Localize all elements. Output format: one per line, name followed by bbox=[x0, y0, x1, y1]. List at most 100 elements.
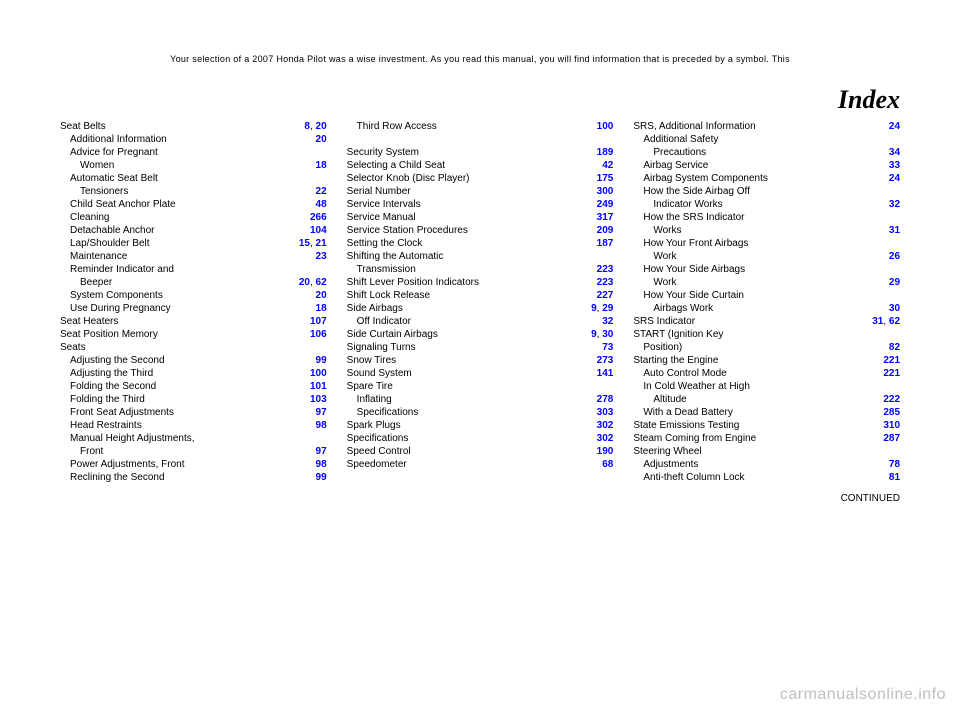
page-link[interactable]: 189 bbox=[597, 147, 614, 158]
page-link[interactable]: 223 bbox=[597, 264, 614, 275]
page-link[interactable]: 101 bbox=[310, 381, 327, 392]
page-link[interactable]: 23 bbox=[316, 251, 327, 262]
page-link[interactable]: 30 bbox=[602, 329, 613, 340]
page-link[interactable]: 287 bbox=[883, 433, 900, 444]
index-entry-label: With a Dead Battery bbox=[633, 406, 883, 419]
page-link[interactable]: 300 bbox=[597, 186, 614, 197]
index-entry-pages: 300 bbox=[597, 185, 614, 198]
page-link[interactable]: 98 bbox=[316, 420, 327, 431]
page-link[interactable]: 34 bbox=[889, 147, 900, 158]
page-link[interactable]: 141 bbox=[597, 368, 614, 379]
index-column-3: SRS, Additional Information24Additional … bbox=[633, 120, 900, 505]
index-entry-label: Signaling Turns bbox=[347, 341, 603, 354]
page-link[interactable]: 249 bbox=[597, 199, 614, 210]
page-link[interactable]: 26 bbox=[889, 251, 900, 262]
index-entry-label: Seat Belts bbox=[60, 120, 304, 133]
page-link[interactable]: 310 bbox=[883, 420, 900, 431]
index-entry-label: Steam Coming from Engine bbox=[633, 432, 883, 445]
page-link[interactable]: 33 bbox=[889, 160, 900, 171]
page-link[interactable]: 20 bbox=[299, 277, 310, 288]
page-link[interactable]: 29 bbox=[602, 303, 613, 314]
page-link[interactable]: 175 bbox=[597, 173, 614, 184]
index-entry-label: Steering Wheel bbox=[633, 445, 900, 458]
page-link[interactable]: 97 bbox=[316, 407, 327, 418]
page-link[interactable]: 9 bbox=[591, 303, 597, 314]
page-link[interactable]: 273 bbox=[597, 355, 614, 366]
page-link[interactable]: 99 bbox=[316, 355, 327, 366]
index-entry-pages: 32 bbox=[889, 198, 900, 211]
index-entry-label: Side Airbags bbox=[347, 302, 591, 315]
index-entry-label: Tensioners bbox=[60, 185, 316, 198]
page-link[interactable]: 303 bbox=[597, 407, 614, 418]
page-link[interactable]: 221 bbox=[883, 368, 900, 379]
page-link[interactable]: 187 bbox=[597, 238, 614, 249]
page-link[interactable]: 31 bbox=[872, 316, 883, 327]
page-link[interactable]: 317 bbox=[597, 212, 614, 223]
index-entry-pages: 97 bbox=[316, 406, 327, 419]
page-link[interactable]: 22 bbox=[316, 186, 327, 197]
page-link[interactable]: 98 bbox=[316, 459, 327, 470]
page-link[interactable]: 8 bbox=[304, 121, 310, 132]
page-link[interactable]: 68 bbox=[602, 459, 613, 470]
page-link[interactable]: 302 bbox=[597, 433, 614, 444]
page-link[interactable]: 99 bbox=[316, 472, 327, 483]
page-link[interactable]: 62 bbox=[889, 316, 900, 327]
index-entry: Security System189 bbox=[347, 146, 614, 159]
index-entry-label: Off Indicator bbox=[347, 315, 603, 328]
page-link[interactable]: 30 bbox=[889, 303, 900, 314]
index-entry-pages: 106 bbox=[310, 328, 327, 341]
index-entry: Work29 bbox=[633, 276, 900, 289]
page-link[interactable]: 221 bbox=[883, 355, 900, 366]
index-entry: Additional Safety bbox=[633, 133, 900, 146]
page-link[interactable]: 100 bbox=[597, 121, 614, 132]
page-link[interactable]: 78 bbox=[889, 459, 900, 470]
index-entry-pages: 34 bbox=[889, 146, 900, 159]
index-entry-pages: 141 bbox=[597, 367, 614, 380]
page-link[interactable]: 97 bbox=[316, 446, 327, 457]
index-entry-pages: 317 bbox=[597, 211, 614, 224]
page-link[interactable]: 20 bbox=[316, 121, 327, 132]
page-link[interactable]: 24 bbox=[889, 173, 900, 184]
page-link[interactable]: 302 bbox=[597, 420, 614, 431]
page-link[interactable]: 103 bbox=[310, 394, 327, 405]
index-entry-label: Starting the Engine bbox=[633, 354, 883, 367]
page-link[interactable]: 62 bbox=[316, 277, 327, 288]
page-link[interactable]: 106 bbox=[310, 329, 327, 340]
page-link[interactable]: 227 bbox=[597, 290, 614, 301]
index-entry-label: Reminder Indicator and bbox=[60, 263, 327, 276]
index-entry-label: Service Intervals bbox=[347, 198, 597, 211]
page-link[interactable]: 24 bbox=[889, 121, 900, 132]
page-link[interactable]: 82 bbox=[889, 342, 900, 353]
page-link[interactable]: 285 bbox=[883, 407, 900, 418]
page-link[interactable]: 278 bbox=[597, 394, 614, 405]
page-link[interactable]: 20 bbox=[316, 134, 327, 145]
page-link[interactable]: 209 bbox=[597, 225, 614, 236]
page-link[interactable]: 18 bbox=[316, 303, 327, 314]
page-link[interactable]: 104 bbox=[310, 225, 327, 236]
index-entry-label: In Cold Weather at High bbox=[633, 380, 900, 393]
page-link[interactable]: 100 bbox=[310, 368, 327, 379]
page-link[interactable]: 107 bbox=[310, 316, 327, 327]
page-link[interactable]: 31 bbox=[889, 225, 900, 236]
index-entry: Shift Lock Release227 bbox=[347, 289, 614, 302]
index-entry-label: SRS, Additional Information bbox=[633, 120, 889, 133]
page-link[interactable]: 222 bbox=[883, 394, 900, 405]
page-link[interactable]: 223 bbox=[597, 277, 614, 288]
page-link[interactable]: 32 bbox=[602, 316, 613, 327]
page-link[interactable]: 9 bbox=[591, 329, 597, 340]
page-link[interactable]: 32 bbox=[889, 199, 900, 210]
index-entry-pages: 285 bbox=[883, 406, 900, 419]
page-link[interactable]: 48 bbox=[316, 199, 327, 210]
index-entry: Adjustments78 bbox=[633, 458, 900, 471]
page-link[interactable]: 190 bbox=[597, 446, 614, 457]
page-link[interactable]: 20 bbox=[316, 290, 327, 301]
page-link[interactable]: 29 bbox=[889, 277, 900, 288]
page-link[interactable]: 266 bbox=[310, 212, 327, 223]
page-link[interactable]: 21 bbox=[316, 238, 327, 249]
page-link[interactable]: 81 bbox=[889, 472, 900, 483]
page-link[interactable]: 42 bbox=[602, 160, 613, 171]
index-entry-pages: 278 bbox=[597, 393, 614, 406]
page-link[interactable]: 18 bbox=[316, 160, 327, 171]
page-link[interactable]: 15 bbox=[299, 238, 310, 249]
page-link[interactable]: 73 bbox=[602, 342, 613, 353]
